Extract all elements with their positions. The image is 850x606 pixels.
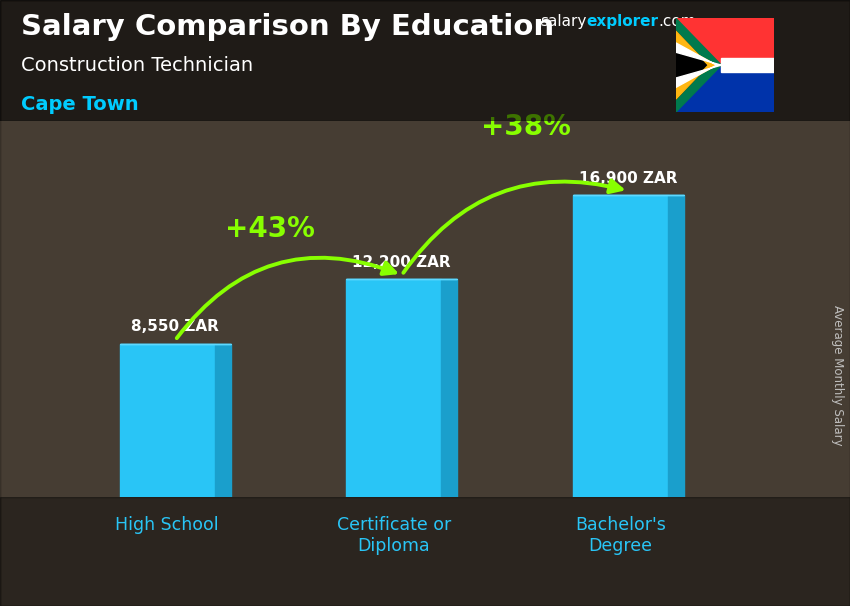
- Text: Construction Technician: Construction Technician: [21, 56, 253, 75]
- Bar: [120, 344, 215, 497]
- Bar: [676, 65, 774, 112]
- Polygon shape: [676, 31, 708, 99]
- Polygon shape: [676, 18, 722, 112]
- Bar: [722, 18, 774, 51]
- Bar: [346, 279, 441, 497]
- Text: Salary Comparison By Education: Salary Comparison By Education: [21, 13, 554, 41]
- Text: +43%: +43%: [225, 215, 315, 242]
- Text: Cape Town: Cape Town: [21, 95, 139, 114]
- Text: 12,200 ZAR: 12,200 ZAR: [353, 255, 451, 270]
- Polygon shape: [676, 65, 717, 99]
- Polygon shape: [668, 195, 684, 497]
- Bar: [722, 58, 774, 72]
- Text: 8,550 ZAR: 8,550 ZAR: [131, 319, 219, 334]
- Bar: [573, 195, 668, 497]
- Bar: [676, 18, 774, 65]
- Polygon shape: [441, 279, 457, 497]
- Text: salary: salary: [540, 15, 586, 29]
- Text: +38%: +38%: [481, 113, 571, 141]
- Text: .com: .com: [659, 15, 696, 29]
- Bar: [722, 79, 774, 112]
- Polygon shape: [676, 43, 722, 65]
- Polygon shape: [676, 31, 717, 65]
- Text: Average Monthly Salary: Average Monthly Salary: [831, 305, 844, 446]
- Polygon shape: [215, 344, 230, 497]
- Text: explorer: explorer: [586, 15, 659, 29]
- Text: 16,900 ZAR: 16,900 ZAR: [579, 171, 677, 185]
- Polygon shape: [676, 65, 722, 87]
